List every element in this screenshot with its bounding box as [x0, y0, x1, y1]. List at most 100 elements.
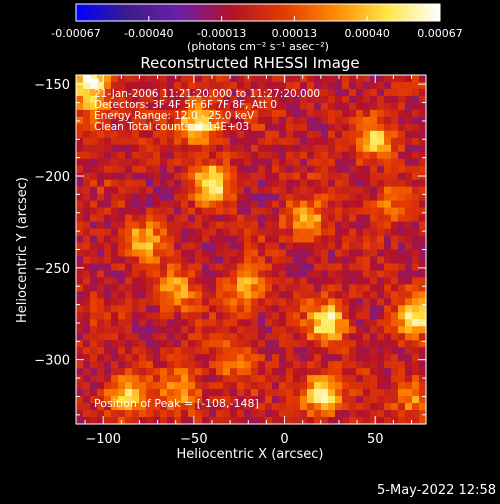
heatmap-cell [307, 389, 315, 397]
heatmap-cell [335, 116, 343, 125]
heatmap-cell [251, 130, 259, 139]
heatmap-cell [202, 193, 210, 202]
heatmap-cell [370, 144, 378, 153]
heatmap-cell [223, 116, 231, 125]
heatmap-cell [363, 109, 371, 118]
heatmap-cell [314, 102, 322, 111]
heatmap-cell [146, 221, 154, 230]
heatmap-cell [132, 389, 140, 397]
heatmap-cell [216, 305, 224, 313]
heatmap-cell [90, 270, 98, 279]
heatmap-cell [244, 123, 252, 132]
heatmap-cell [391, 361, 399, 369]
heatmap-cell [132, 200, 140, 209]
heatmap-cell [209, 326, 217, 334]
heatmap-cell [265, 326, 273, 334]
heatmap-cell [370, 200, 378, 209]
heatmap-cell [174, 172, 182, 181]
heatmap-cell [202, 109, 210, 118]
heatmap-cell [223, 221, 231, 230]
heatmap-cell [321, 186, 329, 195]
heatmap-cell [125, 123, 133, 132]
heatmap-cell [97, 207, 105, 216]
heatmap-cell [293, 375, 301, 383]
heatmap-cell [258, 312, 266, 320]
heatmap-cell [307, 200, 315, 209]
heatmap-cell [272, 340, 280, 348]
heatmap-cell [251, 396, 259, 404]
heatmap-cell [300, 403, 308, 411]
heatmap-cell [363, 214, 371, 223]
heatmap-cell [370, 193, 378, 202]
heatmap-cell [209, 312, 217, 320]
heatmap-cell [223, 172, 231, 181]
heatmap-cell [321, 221, 329, 230]
heatmap-cell [391, 319, 399, 327]
heatmap-cell [202, 116, 210, 125]
heatmap-cell [307, 151, 315, 160]
heatmap-cell [391, 102, 399, 111]
heatmap-cell [244, 347, 252, 355]
heatmap-cell [160, 130, 168, 139]
heatmap-cell [342, 319, 350, 327]
heatmap-cell [125, 102, 133, 111]
heatmap-cell [272, 200, 280, 209]
heatmap-cell [335, 291, 343, 299]
heatmap-cell [300, 340, 308, 348]
heatmap-cell [314, 214, 322, 223]
heatmap-cell [118, 326, 126, 334]
heatmap-cell [202, 172, 210, 181]
heatmap-cell [118, 312, 126, 320]
heatmap-cell [265, 403, 273, 411]
heatmap-cell [223, 410, 231, 418]
heatmap-cell [97, 158, 105, 167]
heatmap-cell [139, 235, 147, 244]
heatmap-cell [153, 340, 161, 348]
heatmap-cell [419, 228, 427, 237]
heatmap-cell [97, 347, 105, 355]
heatmap-cell [251, 200, 259, 209]
heatmap-cell [139, 214, 147, 223]
heatmap-cell [384, 340, 392, 348]
heatmap-cell [398, 277, 406, 285]
heatmap-cell [76, 249, 84, 258]
heatmap-cell [349, 207, 357, 216]
heatmap-cell [300, 263, 308, 272]
heatmap-cell [412, 151, 420, 160]
heatmap-cell [118, 319, 126, 327]
heatmap-cell [160, 326, 168, 334]
heatmap-cell [307, 235, 315, 244]
heatmap-cell [349, 221, 357, 230]
heatmap-cell [342, 396, 350, 404]
heatmap-cell [314, 95, 322, 104]
heatmap-cell [181, 298, 189, 306]
heatmap-cell [153, 256, 161, 265]
heatmap-cell [328, 389, 336, 397]
heatmap-cell [377, 291, 385, 299]
heatmap-cell [90, 417, 98, 425]
heatmap-cell [349, 291, 357, 299]
heatmap-cell [328, 382, 336, 390]
heatmap-cell [202, 291, 210, 299]
heatmap-cell [160, 396, 168, 404]
heatmap-cell [377, 298, 385, 306]
heatmap-cell [174, 165, 182, 174]
heatmap-cell [321, 284, 329, 292]
heatmap-cell [377, 333, 385, 341]
heatmap-cell [83, 137, 91, 146]
heatmap-cell [90, 200, 98, 209]
heatmap-cell [181, 270, 189, 279]
heatmap-cell [244, 200, 252, 209]
heatmap-cell [237, 228, 245, 237]
heatmap-cell [279, 109, 287, 118]
heatmap-cell [160, 88, 168, 97]
heatmap-cell [258, 305, 266, 313]
heatmap-cell [132, 277, 140, 285]
heatmap-cell [314, 326, 322, 334]
heatmap-cell [307, 144, 315, 153]
heatmap-cell [223, 368, 231, 376]
heatmap-cell [258, 95, 266, 104]
heatmap-cell [160, 186, 168, 195]
heatmap-cell [314, 116, 322, 125]
heatmap-cell [244, 361, 252, 369]
